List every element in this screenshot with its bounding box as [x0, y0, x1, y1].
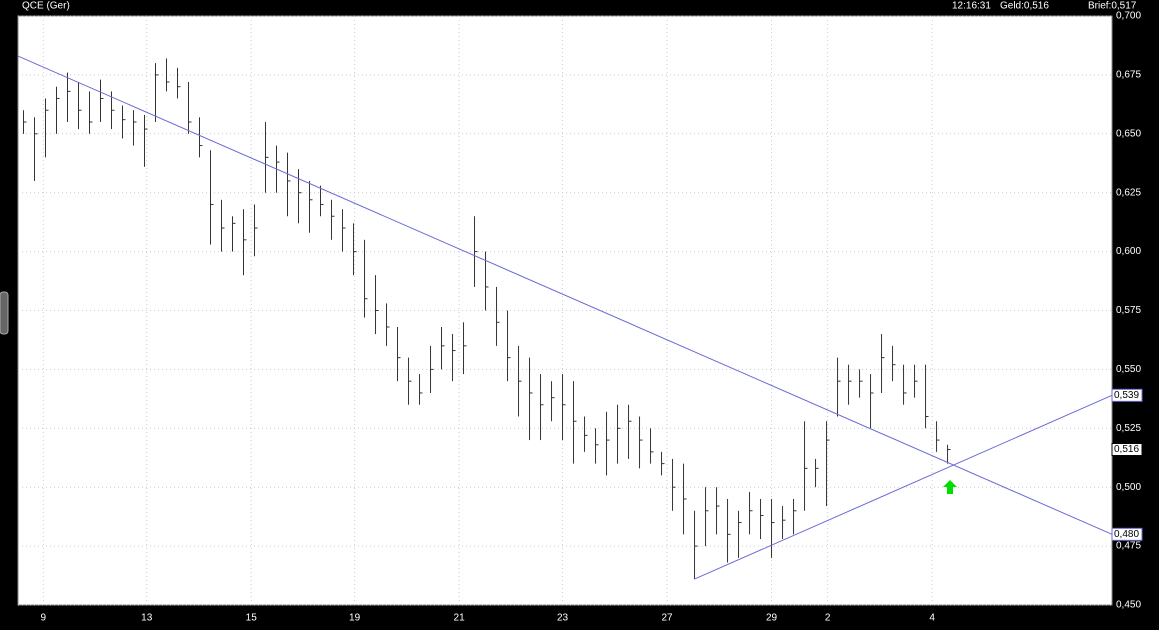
y-tick-label: 0,450 [1116, 600, 1141, 611]
trendline [694, 394, 1113, 580]
bid: Geld:0,516 [1000, 1, 1049, 12]
ask: Brief:0,517 [1088, 1, 1137, 12]
y-tick-label: 0,675 [1116, 70, 1141, 81]
trendline [17, 55, 1113, 535]
x-tick-label: 27 [661, 613, 673, 624]
y-tick-label: 0,525 [1116, 423, 1141, 434]
last-price-box [1111, 443, 1143, 457]
x-tick-label: 15 [246, 613, 258, 624]
symbol: QCE (Ger) [22, 1, 70, 12]
x-tick-label: 29 [766, 613, 778, 624]
trendline-label: 0,539 [1114, 390, 1139, 401]
last-price-label: 0,516 [1114, 444, 1139, 455]
y-tick-label: 0,575 [1116, 305, 1141, 316]
x-tick-label: 19 [349, 613, 361, 624]
y-tick-label: 0,600 [1116, 246, 1141, 257]
x-tick-label: 2 [825, 613, 831, 624]
time: 12:16:31 [952, 1, 991, 12]
x-tick-label: 4 [929, 613, 935, 624]
marks: 0,480 0,539 [17, 55, 1143, 580]
y-tick-label: 0,475 [1116, 541, 1141, 552]
y-tick-label: 0,550 [1116, 364, 1141, 375]
side-tab[interactable] [0, 291, 9, 335]
trendline-label-box [1111, 527, 1143, 541]
x-tick-label: 23 [557, 613, 569, 624]
x-tick-label: 13 [141, 613, 153, 624]
y-tick-label: 0,700 [1116, 11, 1141, 22]
y-tick-label: 0,650 [1116, 128, 1141, 139]
buy-arrow [943, 480, 957, 494]
x-tick-label: 21 [454, 613, 466, 624]
x-tick-label: 9 [41, 613, 47, 624]
y-tick-label: 0,500 [1116, 482, 1141, 493]
trendline-label-box [1111, 388, 1143, 402]
trendline-label: 0,480 [1114, 529, 1139, 540]
y-tick-label: 0,625 [1116, 187, 1141, 198]
plot-area [17, 15, 1113, 606]
